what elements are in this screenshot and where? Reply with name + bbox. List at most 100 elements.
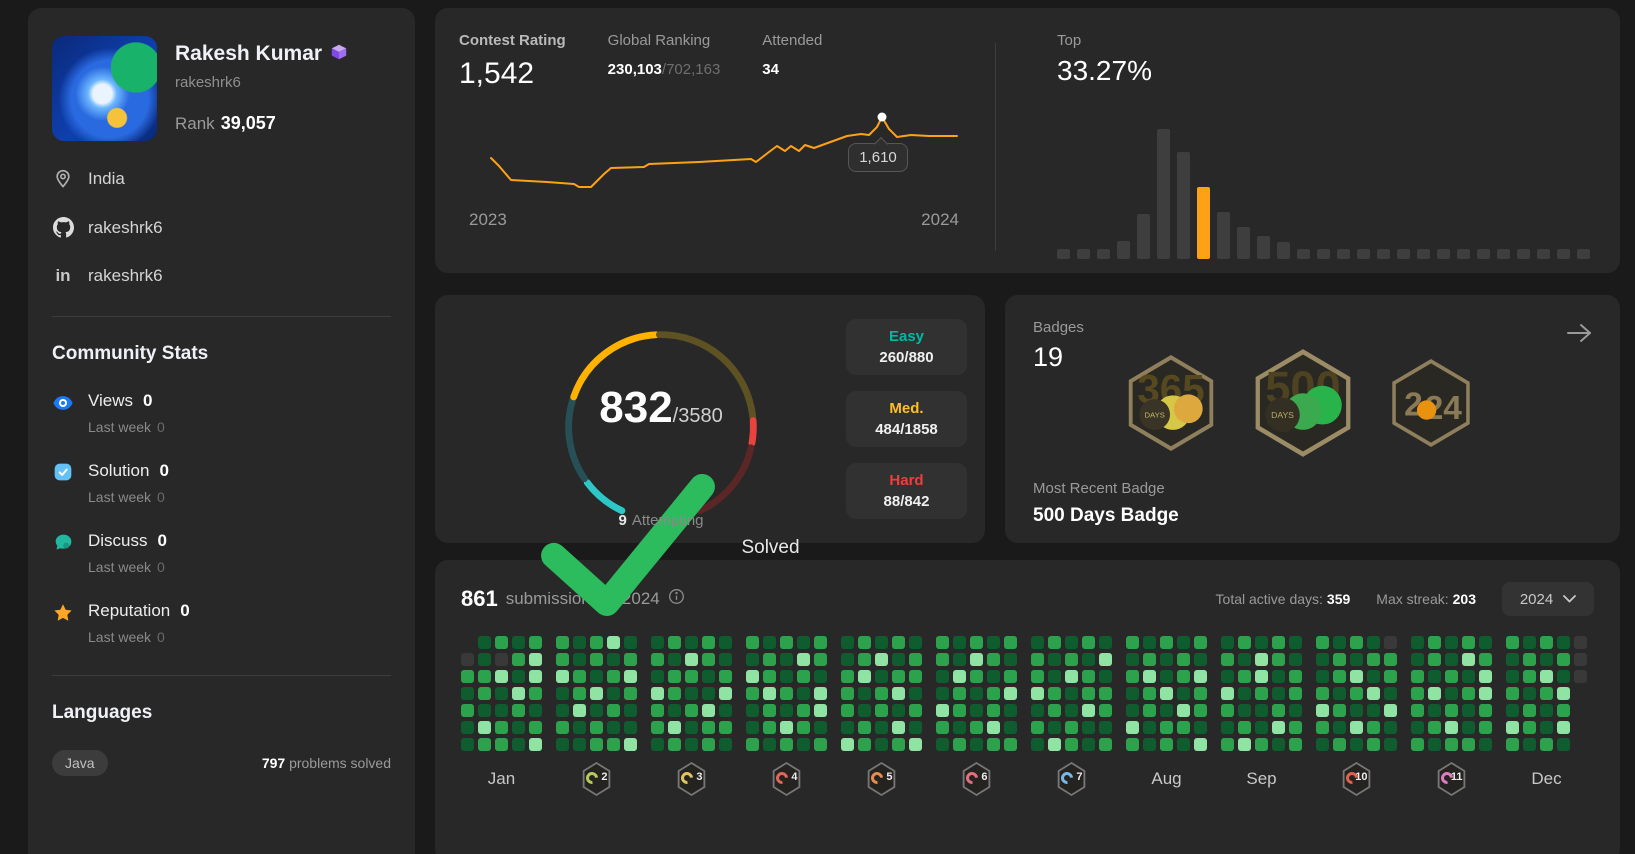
heatmap-cell[interactable] (478, 704, 491, 717)
easy-box[interactable]: Easy 260/880 (846, 319, 967, 375)
heatmap-cell[interactable] (909, 636, 922, 649)
heatmap-cell[interactable] (987, 687, 1000, 700)
monthly-badge-icon-may[interactable]: 5 (867, 762, 896, 796)
heatmap-cell[interactable] (1160, 687, 1173, 700)
heatmap-cell[interactable] (1557, 704, 1570, 717)
heatmap-cell[interactable] (651, 636, 664, 649)
heatmap-cell[interactable] (1099, 704, 1112, 717)
heatmap-cell[interactable] (1143, 738, 1156, 751)
heatmap-cell[interactable] (651, 653, 664, 666)
heatmap-cell[interactable] (814, 636, 827, 649)
heatmap-cell[interactable] (624, 738, 637, 751)
heatmap-cell[interactable] (1126, 721, 1139, 734)
heatmap-cell[interactable] (529, 738, 542, 751)
heatmap-cell[interactable] (1506, 653, 1519, 666)
heatmap-cell[interactable] (841, 636, 854, 649)
heatmap-cell[interactable] (970, 704, 983, 717)
heatmap-cell[interactable] (1238, 687, 1251, 700)
heatmap-cell[interactable] (909, 721, 922, 734)
heatmap-cell[interactable] (1221, 670, 1234, 683)
heatmap-cell[interactable] (1557, 687, 1570, 700)
heatmap-cell[interactable] (858, 687, 871, 700)
heatmap-cell[interactable] (746, 721, 759, 734)
heatmap-cell[interactable] (1411, 738, 1424, 751)
heatmap-cell[interactable] (1367, 653, 1380, 666)
heatmap-cell[interactable] (702, 704, 715, 717)
heatmap-cell[interactable] (529, 704, 542, 717)
heatmap-cell[interactable] (1177, 653, 1190, 666)
heatmap-cell[interactable] (685, 653, 698, 666)
heatmap-cell[interactable] (1289, 704, 1302, 717)
heatmap-cell[interactable] (590, 653, 603, 666)
heatmap-cell[interactable] (1177, 721, 1190, 734)
heatmap-cell[interactable] (1557, 721, 1570, 734)
heatmap-cell[interactable] (987, 704, 1000, 717)
heatmap-cell[interactable] (1557, 653, 1570, 666)
heatmap-cell[interactable] (797, 636, 810, 649)
heatmap-cell[interactable] (841, 670, 854, 683)
heatmap-cell[interactable] (1126, 704, 1139, 717)
monthly-badge-icon-apr[interactable]: 4 (772, 762, 801, 796)
heatmap-cell[interactable] (590, 721, 603, 734)
heatmap-cell[interactable] (970, 738, 983, 751)
heatmap-cell[interactable] (1384, 670, 1397, 683)
heatmap-cell[interactable] (624, 687, 637, 700)
heatmap-cell[interactable] (780, 721, 793, 734)
heatmap-cell[interactable] (1428, 670, 1441, 683)
heatmap-cell[interactable] (1316, 738, 1329, 751)
heatmap-cell[interactable] (953, 653, 966, 666)
heatmap-cell[interactable] (1065, 721, 1078, 734)
heatmap-cell[interactable] (668, 721, 681, 734)
heatmap-cell[interactable] (1506, 704, 1519, 717)
heatmap-cell[interactable] (651, 670, 664, 683)
heatmap-cell[interactable] (780, 738, 793, 751)
heatmap-cell[interactable] (1065, 738, 1078, 751)
heatmap-cell[interactable] (478, 721, 491, 734)
heatmap-cell[interactable] (797, 721, 810, 734)
heatmap-cell[interactable] (529, 653, 542, 666)
heatmap-cell[interactable] (1238, 653, 1251, 666)
heatmap-cell[interactable] (1238, 670, 1251, 683)
monthly-badge-icon-mar[interactable]: 3 (677, 762, 706, 796)
heatmap-cell[interactable] (970, 687, 983, 700)
heatmap-cell[interactable] (1160, 704, 1173, 717)
heatmap-cell[interactable] (936, 738, 949, 751)
year-dropdown[interactable]: 2024 (1502, 582, 1594, 616)
heatmap-cell[interactable] (461, 738, 474, 751)
heatmap-cell[interactable] (1238, 704, 1251, 717)
heatmap-cell[interactable] (1411, 636, 1424, 649)
heatmap-cell[interactable] (1126, 687, 1139, 700)
heatmap-cell[interactable] (797, 738, 810, 751)
heatmap-cell[interactable] (1506, 738, 1519, 751)
heatmap-cell[interactable] (1333, 636, 1346, 649)
heatmap-cell[interactable] (461, 670, 474, 683)
monthly-badge-icon-oct[interactable]: 10 (1342, 762, 1371, 796)
heatmap-cell[interactable] (1004, 636, 1017, 649)
heatmap-cell[interactable] (1462, 704, 1475, 717)
heatmap-cell[interactable] (1479, 721, 1492, 734)
heatmap-cell[interactable] (1540, 687, 1553, 700)
heatmap-cell[interactable] (1333, 670, 1346, 683)
heatmap-cell[interactable] (1557, 636, 1570, 649)
heatmap-cell[interactable] (1099, 653, 1112, 666)
heatmap-cell[interactable] (573, 721, 586, 734)
heatmap-cell[interactable] (1177, 704, 1190, 717)
heatmap-cell[interactable] (1082, 721, 1095, 734)
heatmap-cell[interactable] (1540, 636, 1553, 649)
heatmap-cell[interactable] (1445, 687, 1458, 700)
heatmap-cell[interactable] (1255, 687, 1268, 700)
heatmap-cell[interactable] (1255, 721, 1268, 734)
heatmap-cell[interactable] (746, 704, 759, 717)
heatmap-cell[interactable] (668, 636, 681, 649)
heatmap-cell[interactable] (1238, 738, 1251, 751)
heatmap-cell[interactable] (1574, 670, 1587, 683)
heatmap-cell[interactable] (1384, 704, 1397, 717)
heatmap-cell[interactable] (685, 721, 698, 734)
heatmap-cell[interactable] (841, 704, 854, 717)
heatmap-cell[interactable] (814, 670, 827, 683)
heatmap-cell[interactable] (668, 653, 681, 666)
heatmap-cell[interactable] (607, 687, 620, 700)
heatmap-cell[interactable] (892, 704, 905, 717)
heatmap-cell[interactable] (1428, 636, 1441, 649)
heatmap-cell[interactable] (1540, 653, 1553, 666)
